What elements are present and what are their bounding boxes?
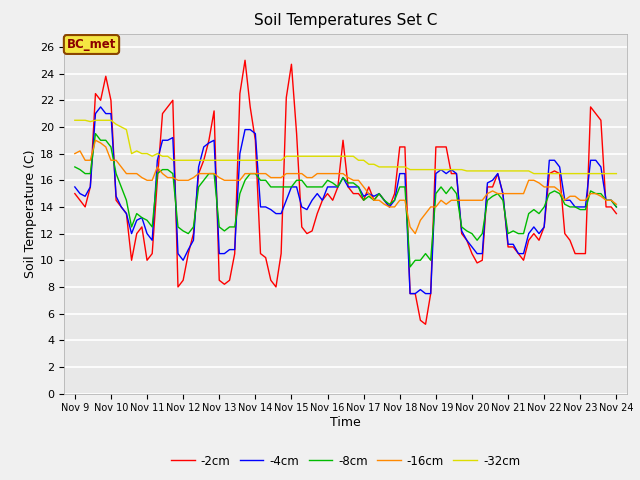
-16cm	[412, 231, 419, 237]
-16cm	[396, 197, 404, 203]
-16cm	[92, 137, 99, 143]
-4cm	[406, 291, 414, 297]
-16cm	[391, 204, 399, 210]
Line: -2cm: -2cm	[75, 60, 616, 324]
-8cm	[391, 197, 399, 203]
Line: -32cm: -32cm	[75, 120, 616, 174]
-4cm	[97, 104, 104, 110]
-32cm	[86, 119, 94, 124]
-2cm	[452, 171, 460, 177]
X-axis label: Time: Time	[330, 416, 361, 429]
-32cm	[545, 171, 553, 177]
-32cm	[385, 164, 393, 170]
-4cm	[612, 204, 620, 210]
-4cm	[550, 157, 558, 163]
Line: -4cm: -4cm	[75, 107, 616, 294]
-32cm	[422, 167, 429, 172]
-4cm	[86, 184, 94, 190]
Title: Soil Temperatures Set C: Soil Temperatures Set C	[254, 13, 437, 28]
-2cm	[241, 58, 249, 63]
-2cm	[86, 184, 94, 190]
-8cm	[432, 191, 440, 196]
-32cm	[71, 118, 79, 123]
-32cm	[612, 171, 620, 177]
-16cm	[86, 157, 94, 163]
-8cm	[92, 131, 99, 136]
-8cm	[406, 264, 414, 270]
-32cm	[530, 171, 538, 177]
-4cm	[432, 171, 440, 177]
Text: BC_met: BC_met	[67, 38, 116, 51]
-16cm	[452, 197, 460, 203]
Line: -8cm: -8cm	[75, 133, 616, 267]
-2cm	[71, 191, 79, 196]
Legend: -2cm, -4cm, -8cm, -16cm, -32cm: -2cm, -4cm, -8cm, -16cm, -32cm	[166, 450, 525, 472]
-16cm	[550, 184, 558, 190]
-2cm	[432, 144, 440, 150]
-8cm	[71, 164, 79, 170]
-4cm	[452, 171, 460, 177]
-2cm	[612, 211, 620, 216]
-4cm	[391, 197, 399, 203]
-32cm	[391, 164, 399, 170]
-4cm	[396, 171, 404, 177]
Y-axis label: Soil Temperature (C): Soil Temperature (C)	[24, 149, 37, 278]
-16cm	[612, 202, 620, 207]
-8cm	[452, 191, 460, 196]
-16cm	[71, 151, 79, 156]
-2cm	[396, 144, 404, 150]
Line: -16cm: -16cm	[75, 140, 616, 234]
-8cm	[550, 188, 558, 194]
-8cm	[612, 204, 620, 210]
-16cm	[432, 204, 440, 210]
-2cm	[550, 168, 558, 174]
-2cm	[422, 322, 429, 327]
-8cm	[86, 171, 94, 177]
-4cm	[71, 184, 79, 190]
-2cm	[391, 191, 399, 196]
-32cm	[442, 167, 450, 172]
-8cm	[396, 184, 404, 190]
